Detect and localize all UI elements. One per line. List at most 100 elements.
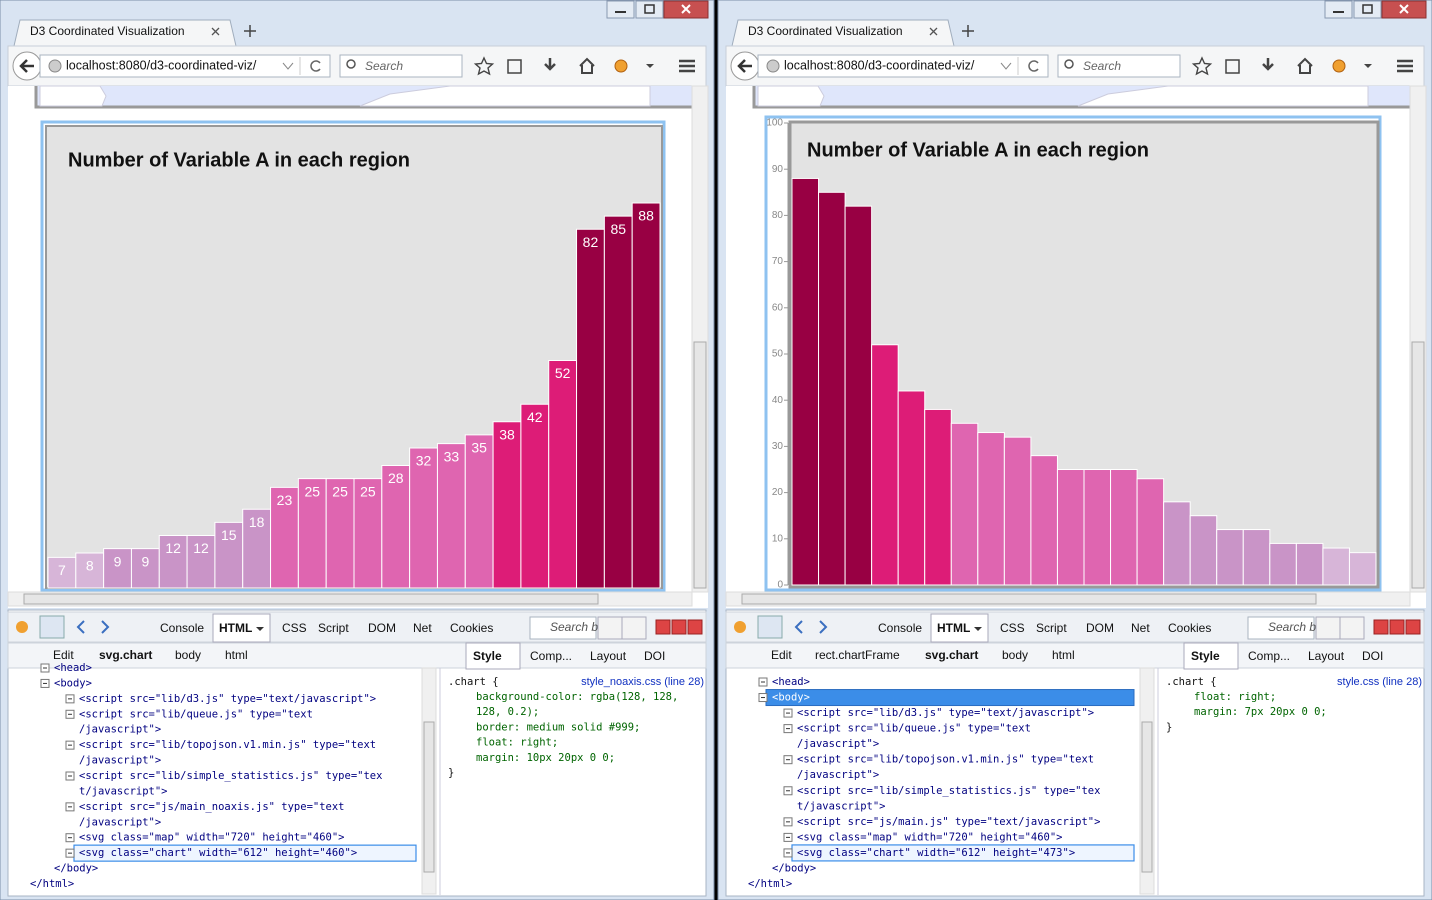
side-tab[interactable]: DOI bbox=[1362, 649, 1383, 663]
side-tab[interactable]: Style bbox=[1191, 649, 1220, 663]
html-line[interactable]: <svg class="map" width="720" height="460… bbox=[797, 831, 1063, 843]
side-tab[interactable]: DOI bbox=[644, 649, 665, 663]
tab-close[interactable] bbox=[929, 27, 938, 36]
html-line[interactable]: /javascript"> bbox=[797, 738, 879, 750]
firebug-dropdown[interactable] bbox=[1364, 64, 1372, 68]
devtools-tab[interactable]: Cookies bbox=[450, 621, 493, 635]
breadcrumb[interactable]: svg.chart bbox=[99, 648, 152, 662]
v-scroll-thumb[interactable] bbox=[693, 341, 707, 589]
devtools-tab[interactable]: HTML bbox=[219, 621, 252, 635]
search-box[interactable] bbox=[1057, 54, 1181, 78]
html-line[interactable]: t/javascript"> bbox=[79, 785, 168, 797]
window-control[interactable] bbox=[1405, 619, 1421, 635]
devtools-tab[interactable]: Console bbox=[160, 621, 204, 635]
url-box[interactable] bbox=[39, 54, 331, 78]
html-line[interactable]: <head> bbox=[772, 676, 810, 688]
new-tab[interactable] bbox=[962, 25, 974, 37]
devtools-tab[interactable]: Script bbox=[1036, 621, 1067, 635]
html-line[interactable]: <svg class="chart" width="612" height="4… bbox=[79, 847, 357, 859]
breadcrumb[interactable]: body bbox=[1002, 648, 1028, 662]
bookmark-star[interactable] bbox=[1191, 56, 1213, 76]
html-scroll-thumb[interactable] bbox=[423, 721, 435, 873]
html-line[interactable]: <head> bbox=[54, 662, 92, 674]
html-line[interactable]: /javascript"> bbox=[79, 816, 161, 828]
maximize-button[interactable] bbox=[1353, 0, 1382, 19]
devtools-tab[interactable]: Console bbox=[878, 621, 922, 635]
html-line[interactable]: <script src="js/main_noaxis.js" type="te… bbox=[79, 801, 345, 813]
devtools-tab[interactable]: DOM bbox=[368, 621, 396, 635]
html-line[interactable]: <script src="lib/simple_statistics.js" t… bbox=[797, 785, 1100, 797]
devtools-tab[interactable]: Net bbox=[413, 621, 432, 635]
devtools-tab[interactable]: DOM bbox=[1086, 621, 1114, 635]
reload[interactable] bbox=[310, 60, 321, 72]
devtools-tab[interactable]: CSS bbox=[1000, 621, 1025, 635]
devtools-tab[interactable]: Cookies bbox=[1168, 621, 1211, 635]
html-line[interactable]: /javascript"> bbox=[79, 724, 161, 736]
firebug-menu[interactable] bbox=[734, 621, 746, 633]
html-line[interactable]: </html> bbox=[30, 878, 74, 890]
html-line[interactable]: t/javascript"> bbox=[797, 800, 886, 812]
html-line[interactable]: </body> bbox=[54, 863, 98, 875]
window-control[interactable] bbox=[655, 619, 671, 635]
inspect-button[interactable] bbox=[39, 615, 65, 639]
html-line[interactable]: <svg class="chart" width="612" height="4… bbox=[797, 847, 1075, 859]
breadcrumb[interactable]: svg.chart bbox=[925, 648, 978, 662]
html-line[interactable]: /javascript"> bbox=[79, 755, 161, 767]
url-box[interactable] bbox=[757, 54, 1049, 78]
reading-list[interactable] bbox=[507, 59, 522, 74]
devtools-tab[interactable]: HTML bbox=[937, 621, 970, 635]
breadcrumb[interactable]: html bbox=[1052, 648, 1075, 662]
html-line[interactable]: <script src="lib/d3.js" type="text/javas… bbox=[79, 693, 376, 705]
html-scroll-thumb[interactable] bbox=[1141, 721, 1153, 873]
html-line[interactable]: /javascript"> bbox=[797, 769, 879, 781]
devtools-search[interactable] bbox=[1247, 616, 1315, 640]
html-line[interactable]: <svg class="map" width="720" height="460… bbox=[79, 832, 345, 844]
firebug[interactable] bbox=[614, 59, 628, 73]
window-control[interactable] bbox=[687, 619, 703, 635]
maximize-button[interactable] bbox=[635, 0, 664, 19]
edit-button[interactable]: Edit bbox=[771, 648, 792, 662]
nav-arrows[interactable] bbox=[794, 620, 828, 634]
devtools-tab[interactable]: CSS bbox=[282, 621, 307, 635]
h-scroll-thumb[interactable] bbox=[23, 593, 599, 605]
firebug-dropdown[interactable] bbox=[646, 64, 654, 68]
window-control[interactable] bbox=[671, 619, 687, 635]
search-box[interactable] bbox=[339, 54, 463, 78]
html-line[interactable]: </html> bbox=[748, 878, 792, 890]
nav-arrows[interactable] bbox=[76, 620, 110, 634]
html-line[interactable]: </body> bbox=[772, 862, 816, 874]
new-tab[interactable] bbox=[244, 25, 256, 37]
html-line[interactable]: <script src="lib/topojson.v1.min.js" typ… bbox=[79, 739, 376, 751]
edit-button[interactable]: Edit bbox=[53, 648, 74, 662]
devtools-tab[interactable]: Script bbox=[318, 621, 349, 635]
menu[interactable] bbox=[1397, 59, 1413, 73]
tab-close[interactable] bbox=[211, 27, 220, 36]
html-line[interactable]: <body> bbox=[772, 692, 810, 704]
html-line[interactable]: <script src="lib/simple_statistics.js" t… bbox=[79, 770, 382, 782]
html-line[interactable]: <body> bbox=[54, 677, 92, 689]
html-line[interactable]: <script src="lib/topojson.v1.min.js" typ… bbox=[797, 754, 1094, 766]
search-next[interactable] bbox=[1339, 616, 1365, 640]
css-source[interactable]: style.css (line 28) bbox=[1337, 676, 1422, 688]
html-line[interactable]: <script src="lib/queue.js" type="text bbox=[79, 708, 313, 720]
html-line[interactable]: <script src="js/main.js" type="text/java… bbox=[797, 816, 1100, 828]
firebug-menu[interactable] bbox=[16, 621, 28, 633]
minimize-button[interactable] bbox=[606, 0, 635, 19]
side-tab[interactable]: Style bbox=[473, 649, 502, 663]
html-line[interactable]: <script src="lib/d3.js" type="text/javas… bbox=[797, 707, 1094, 719]
bookmark-star[interactable] bbox=[473, 56, 495, 76]
window-control[interactable] bbox=[1389, 619, 1405, 635]
search-prev[interactable] bbox=[597, 616, 623, 640]
search-prev[interactable] bbox=[1315, 616, 1341, 640]
side-tab[interactable]: Layout bbox=[590, 649, 627, 663]
downloads[interactable] bbox=[544, 58, 556, 71]
breadcrumb[interactable]: rect.chartFrame bbox=[815, 648, 900, 662]
breadcrumb[interactable]: html bbox=[225, 648, 248, 662]
side-tab[interactable]: Layout bbox=[1308, 649, 1345, 663]
html-line[interactable]: <script src="lib/queue.js" type="text bbox=[797, 723, 1031, 735]
home[interactable] bbox=[579, 57, 595, 74]
side-tab[interactable]: Comp... bbox=[530, 649, 572, 663]
inspect-button[interactable] bbox=[757, 615, 783, 639]
devtools-tab[interactable]: Net bbox=[1131, 621, 1150, 635]
h-scroll-thumb[interactable] bbox=[741, 593, 1317, 605]
